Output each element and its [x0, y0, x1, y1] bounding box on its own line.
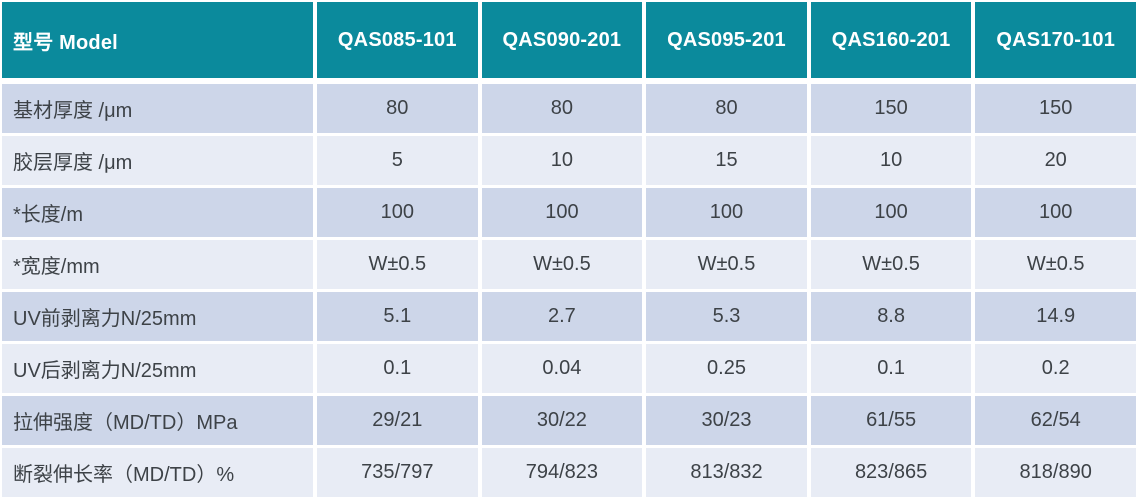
cell-value: 100 — [317, 188, 478, 237]
cell-value: 0.1 — [317, 344, 478, 393]
cell-value: 823/865 — [810, 448, 972, 497]
column-header-qas160-201: QAS160-201 — [810, 2, 972, 78]
row-label: 断裂伸长率（MD/TD）% — [2, 448, 313, 497]
cell-value: 818/890 — [975, 448, 1136, 497]
column-header-qas085-101: QAS085-101 — [317, 2, 478, 78]
cell-value: 62/54 — [975, 396, 1136, 445]
column-header-qas095-201: QAS095-201 — [646, 2, 807, 78]
table-row-length: *长度/m 100 100 100 100 100 — [2, 188, 1136, 237]
cell-value: 15 — [646, 136, 807, 185]
table-row-adhesive-thickness: 胶层厚度 /μm 5 10 15 10 20 — [2, 136, 1136, 185]
cell-value: 80 — [481, 84, 643, 133]
cell-value: 5 — [317, 136, 478, 185]
cell-value: 10 — [810, 136, 972, 185]
cell-value: 150 — [810, 84, 972, 133]
row-label: UV后剥离力N/25mm — [2, 344, 313, 393]
row-label: 胶层厚度 /μm — [2, 136, 313, 185]
cell-value: 10 — [481, 136, 643, 185]
cell-value: W±0.5 — [646, 240, 807, 289]
cell-value: 100 — [810, 188, 972, 237]
cell-value: W±0.5 — [975, 240, 1136, 289]
row-label: 拉伸强度（MD/TD）MPa — [2, 396, 313, 445]
cell-value: 735/797 — [317, 448, 478, 497]
cell-value: 100 — [646, 188, 807, 237]
cell-value: 100 — [481, 188, 643, 237]
cell-value: 30/23 — [646, 396, 807, 445]
table-row-substrate-thickness: 基材厚度 /μm 80 80 80 150 150 — [2, 84, 1136, 133]
table-header-row: 型号 Model QAS085-101 QAS090-201 QAS095-20… — [2, 2, 1136, 78]
cell-value: 5.3 — [646, 292, 807, 341]
cell-value: W±0.5 — [810, 240, 972, 289]
cell-value: 61/55 — [810, 396, 972, 445]
cell-value: 0.2 — [975, 344, 1136, 393]
column-header-qas090-201: QAS090-201 — [481, 2, 643, 78]
cell-value: 30/22 — [481, 396, 643, 445]
table-row-width: *宽度/mm W±0.5 W±0.5 W±0.5 W±0.5 W±0.5 — [2, 240, 1136, 289]
cell-value: 0.25 — [646, 344, 807, 393]
cell-value: 20 — [975, 136, 1136, 185]
cell-value: 80 — [646, 84, 807, 133]
cell-value: 813/832 — [646, 448, 807, 497]
cell-value: 0.1 — [810, 344, 972, 393]
cell-value: 0.04 — [481, 344, 643, 393]
cell-value: 5.1 — [317, 292, 478, 341]
cell-value: 14.9 — [975, 292, 1136, 341]
table-row-tensile-strength: 拉伸强度（MD/TD）MPa 29/21 30/22 30/23 61/55 6… — [2, 396, 1136, 445]
cell-value: 150 — [975, 84, 1136, 133]
table-row-peel-force-before-uv: UV前剥离力N/25mm 5.1 2.7 5.3 8.8 14.9 — [2, 292, 1136, 341]
table-row-peel-force-after-uv: UV后剥离力N/25mm 0.1 0.04 0.25 0.1 0.2 — [2, 344, 1136, 393]
cell-value: 29/21 — [317, 396, 478, 445]
cell-value: 80 — [317, 84, 478, 133]
cell-value: 794/823 — [481, 448, 643, 497]
cell-value: W±0.5 — [317, 240, 478, 289]
column-header-model: 型号 Model — [2, 2, 313, 78]
cell-value: 8.8 — [810, 292, 972, 341]
table-row-elongation-at-break: 断裂伸长率（MD/TD）% 735/797 794/823 813/832 82… — [2, 448, 1136, 497]
row-label: UV前剥离力N/25mm — [2, 292, 313, 341]
row-label: 基材厚度 /μm — [2, 84, 313, 133]
cell-value: 100 — [975, 188, 1136, 237]
column-header-qas170-101: QAS170-101 — [975, 2, 1136, 78]
row-label: *长度/m — [2, 188, 313, 237]
cell-value: 2.7 — [481, 292, 643, 341]
cell-value: W±0.5 — [481, 240, 643, 289]
row-label: *宽度/mm — [2, 240, 313, 289]
